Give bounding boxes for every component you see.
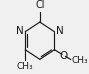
Text: CH₃: CH₃ — [17, 62, 33, 71]
Text: N: N — [56, 26, 64, 36]
Text: O: O — [59, 51, 68, 61]
Text: N: N — [16, 26, 23, 36]
Text: CH₃: CH₃ — [72, 56, 88, 65]
Text: Cl: Cl — [35, 0, 45, 10]
